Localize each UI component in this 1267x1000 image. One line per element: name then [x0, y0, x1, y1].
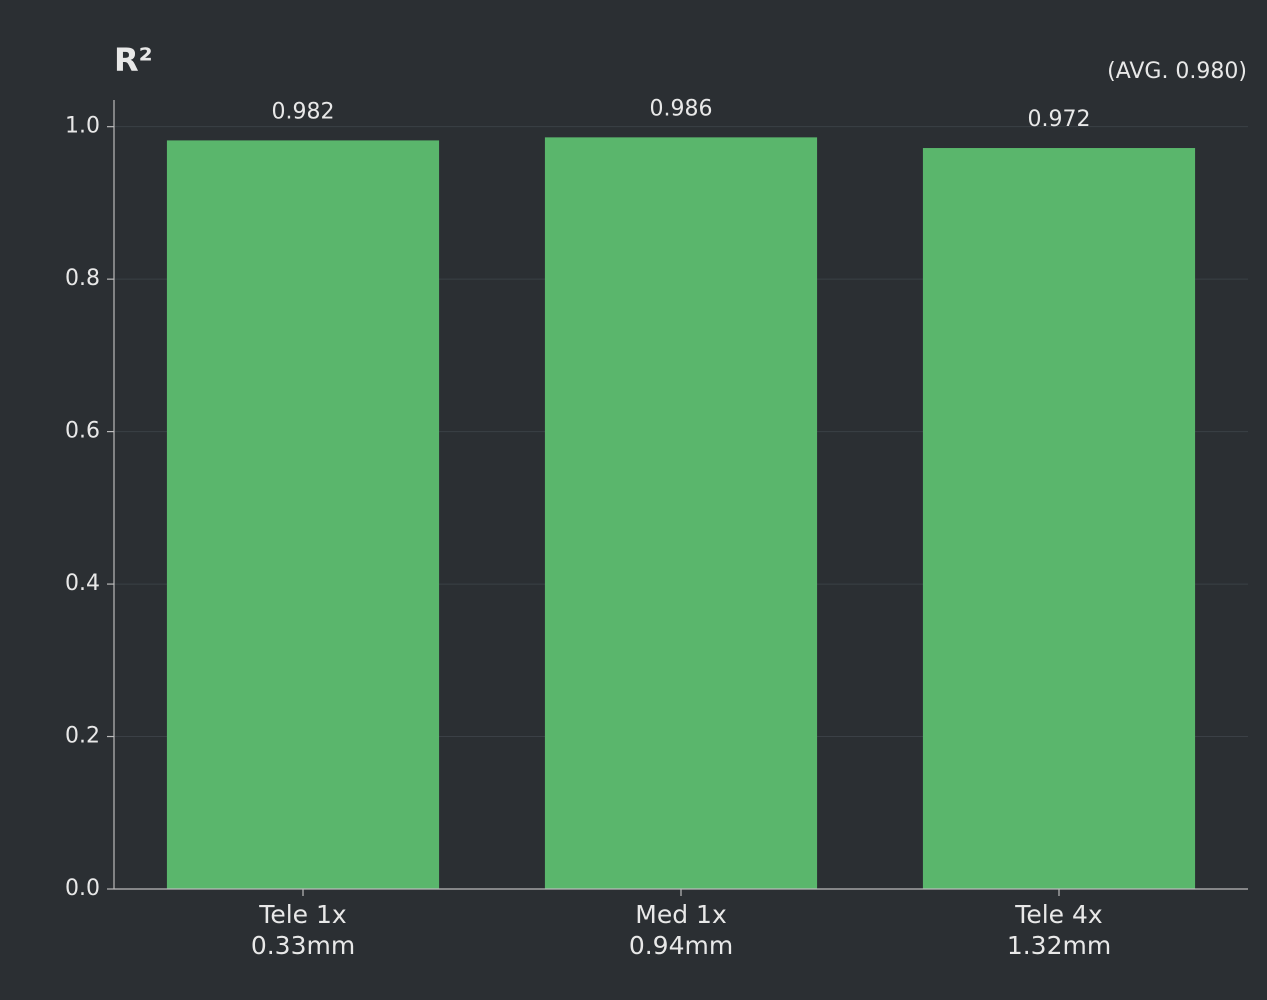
y-tick-label: 0.2 [65, 724, 100, 749]
bar [544, 137, 818, 889]
y-tick-label: 0.4 [65, 571, 100, 596]
x-tick-label: Tele 4x [1014, 900, 1102, 929]
value-label: 0.972 [1028, 107, 1091, 132]
y-tick-label: 1.0 [65, 114, 100, 139]
y-tick-label: 0.8 [65, 266, 100, 291]
chart-title: R² [114, 41, 153, 79]
x-tick-label: 0.94mm [629, 931, 733, 960]
annotation: (AVG. 0.980) [1107, 59, 1247, 84]
x-tick-label: 1.32mm [1007, 931, 1111, 960]
x-tick-label: Tele 1x [258, 900, 346, 929]
bar [922, 148, 1196, 889]
value-label: 0.982 [272, 99, 335, 124]
value-label: 0.986 [650, 96, 713, 121]
x-tick-label: Med 1x [635, 900, 726, 929]
y-tick-label: 0.6 [65, 419, 100, 444]
x-tick-label: 0.33mm [251, 931, 355, 960]
bar [166, 140, 440, 889]
y-tick-label: 0.0 [65, 876, 100, 901]
